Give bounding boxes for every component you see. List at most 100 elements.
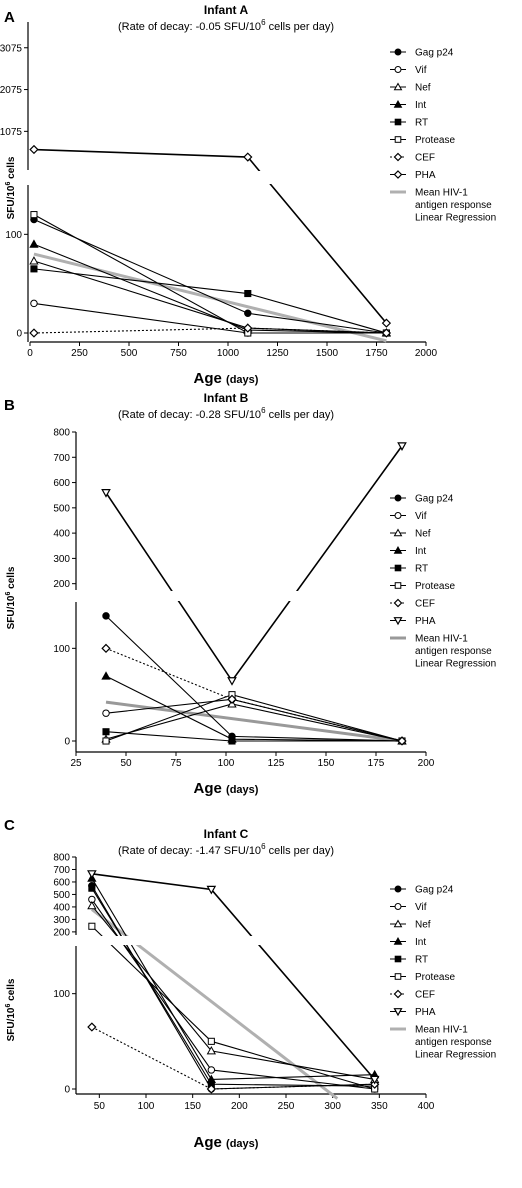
chart-panel-c: C Infant C(Rate of decay: -1.47 SFU/106 c…: [4, 817, 496, 1151]
x-tick-label: 1250: [266, 348, 289, 359]
y-tick-label: 800: [53, 428, 70, 439]
x-tick-label: 300: [324, 1101, 341, 1112]
data-point: [102, 709, 110, 717]
axis-break-gap: [29, 171, 367, 184]
y-tick-label: 3075: [0, 43, 22, 54]
legend: Gag p24 Vif Nef Int RT Protease CEF PHA Mean HIV…: [390, 885, 496, 1061]
legend-marker: [393, 545, 403, 554]
legend-label: Mean HIV-1: [415, 1025, 468, 1036]
x-tick-label: 25: [70, 758, 82, 769]
data-point: [244, 289, 252, 298]
x-tick-label: 200: [231, 1101, 248, 1112]
data-point: [102, 737, 110, 745]
data-point: [101, 489, 111, 498]
y-tick-label: 600: [53, 478, 70, 489]
x-tick-label: 1750: [365, 348, 388, 359]
legend-label: Linear Regression: [415, 1050, 496, 1061]
data-point: [88, 922, 96, 930]
legend-marker: [393, 936, 403, 945]
x-tick-label: 1000: [217, 348, 240, 359]
legend-marker: [393, 82, 403, 91]
axes: [75, 857, 426, 1095]
chart-title: Infant C: [204, 827, 249, 841]
series-int: [87, 873, 380, 1084]
legend-marker: [394, 136, 402, 143]
y-tick-label: 1075: [0, 127, 22, 138]
series-line: [33, 243, 387, 334]
data-point: [207, 1066, 216, 1074]
x-tick-label: 75: [170, 758, 182, 769]
data-point: [87, 1022, 97, 1032]
x-tick-label: 750: [170, 348, 187, 359]
y-tick-label: 2075: [0, 85, 22, 96]
data-point: [206, 1046, 216, 1055]
legend-marker: [394, 494, 402, 502]
legend-label: CEF: [415, 599, 435, 610]
y-tick-label: 200: [53, 579, 70, 590]
legend-marker: [393, 617, 403, 626]
x-tick-label: 350: [371, 1101, 388, 1112]
x-tick-label: 175: [368, 758, 385, 769]
y-tick-label: 600: [53, 877, 70, 888]
legend-label: Int: [415, 937, 426, 948]
legend-label: Int: [415, 100, 426, 111]
y-tick-label: 100: [5, 230, 22, 241]
series-vif: [88, 895, 379, 1093]
chart-subtitle: (Rate of decay: -1.47 SFU/106 cells per …: [118, 842, 334, 857]
legend: Gag p24 Vif Nef Int RT Protease CEF PHA Mean HIV…: [390, 494, 496, 670]
legend-label: PHA: [415, 170, 436, 181]
legend-label: RT: [415, 955, 428, 966]
y-tick-label: 300: [53, 915, 70, 926]
y-tick-label: 500: [53, 503, 70, 514]
legend-label: Vif: [415, 65, 427, 76]
regression-line: [33, 252, 387, 343]
y-axis-label: SFU/106 cells: [5, 566, 17, 629]
x-tick-label: 500: [121, 348, 138, 359]
x-tick-label: 250: [71, 348, 88, 359]
y-tick-label: 0: [64, 737, 70, 748]
series-pha: [87, 870, 380, 1085]
chart-title: Infant A: [204, 3, 249, 17]
series-int: [29, 239, 392, 337]
legend-marker: [393, 152, 403, 162]
legend-marker: [394, 48, 402, 56]
x-tick-label: 100: [138, 1101, 155, 1112]
legend-marker: [393, 528, 403, 537]
y-tick-label: 0: [16, 329, 22, 340]
legend-label: CEF: [415, 153, 435, 164]
data-point: [29, 328, 39, 338]
legend-label: Mean HIV-1: [415, 634, 468, 645]
data-point: [29, 144, 39, 155]
axis-break-gap: [77, 936, 367, 945]
data-point: [369, 1075, 380, 1085]
series-line: [33, 268, 387, 334]
series-line: [91, 885, 375, 1090]
legend-label: Nef: [415, 83, 431, 94]
legend-label: Mean HIV-1: [415, 188, 468, 199]
data-point: [88, 884, 96, 892]
legend-marker: [394, 512, 402, 519]
chart-subtitle: (Rate of decay: -0.28 SFU/106 cells per …: [118, 406, 334, 421]
x-axis-label: Age (days): [194, 780, 259, 797]
series-line: [91, 887, 375, 1087]
y-tick-label: 800: [53, 853, 70, 864]
legend-marker: [394, 66, 402, 73]
legend-label: Gag p24: [415, 494, 454, 505]
data-point: [397, 736, 407, 746]
legend-marker: [394, 582, 402, 589]
x-tick-label: 100: [218, 758, 235, 769]
legend-label: Gag p24: [415, 48, 454, 59]
y-tick-label: 0: [64, 1085, 70, 1096]
legend-label: antigen response: [415, 646, 492, 657]
data-point: [101, 671, 111, 680]
legend-label: Protease: [415, 581, 455, 592]
legend-label: Protease: [415, 135, 455, 146]
legend-marker: [394, 903, 402, 910]
series-line: [91, 905, 375, 1081]
x-tick-label: 1500: [316, 348, 339, 359]
data-point: [102, 612, 110, 620]
y-axis-label: SFU/106 cells: [5, 156, 17, 219]
series-pha: [29, 144, 392, 328]
series-line: [91, 873, 376, 1080]
series-protease: [30, 211, 390, 337]
